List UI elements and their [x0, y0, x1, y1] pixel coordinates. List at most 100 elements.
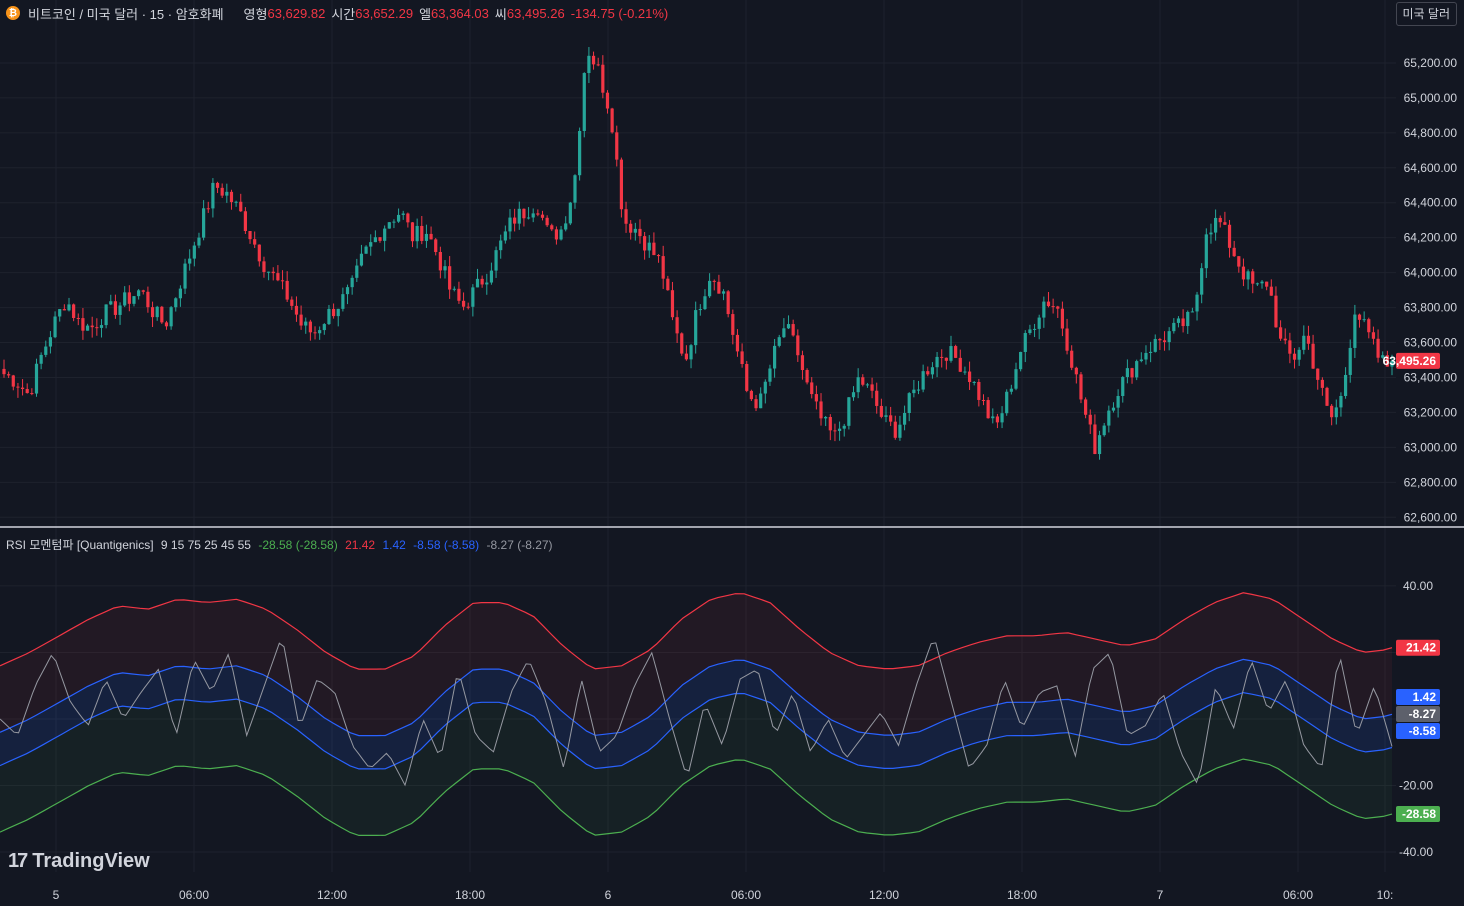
candle-body	[893, 421, 897, 438]
candle-body	[1093, 424, 1097, 455]
tag-mid_lower-bg	[1396, 723, 1440, 739]
indicator-tick-label: -40.00	[1399, 845, 1433, 859]
price-tick-label: 62,800.00	[1404, 475, 1458, 489]
candle-body	[1255, 283, 1259, 285]
candle-body	[1102, 425, 1106, 436]
open-label: 영형	[243, 6, 268, 22]
candle-body	[424, 233, 429, 241]
candle-body	[345, 287, 350, 295]
candle-body	[1334, 407, 1338, 418]
candle-body	[90, 325, 94, 328]
candle-body	[494, 250, 498, 271]
candle-body	[1139, 359, 1143, 362]
candle-body	[215, 182, 220, 188]
candle-body	[1158, 338, 1162, 341]
time-tick-label: 06:00	[179, 888, 209, 902]
grid	[0, 0, 1396, 872]
candle-body	[253, 239, 257, 245]
candle-body	[113, 301, 118, 315]
currency-button[interactable]: 미국 달러	[1395, 2, 1457, 26]
candle-body	[322, 324, 326, 331]
candle-body	[62, 309, 66, 311]
candle-body	[81, 318, 85, 331]
candle-body	[661, 256, 665, 279]
tag-mid_upper-bg	[1396, 689, 1440, 705]
price-candles	[2, 47, 1394, 460]
candle-body	[861, 377, 865, 385]
price-axis[interactable]: 62,600.00 62,800.00 63,000.00 63,200.00 63,4…	[1404, 56, 1458, 524]
indicator-tick-label: -20.00	[1399, 779, 1433, 793]
close-value: 63,495.26	[506, 5, 565, 21]
candle-body	[406, 213, 410, 223]
candle-body	[1000, 413, 1004, 423]
candle-body	[202, 208, 206, 238]
candle-body	[1130, 368, 1134, 378]
candle-body	[1371, 332, 1376, 339]
indicator-value-green: -28.58 (-28.58)	[258, 538, 338, 552]
time-tick-label: 18:00	[1007, 888, 1037, 902]
candle-body	[578, 130, 582, 176]
indicator-name[interactable]: RSI 모멘텀파 [Quantigenics]	[6, 538, 154, 552]
candle-body	[1009, 388, 1013, 392]
tradingview-logo[interactable]: 17 TradingView	[8, 850, 150, 873]
candle-body	[930, 367, 935, 375]
candle-body	[1121, 377, 1125, 397]
candle-body	[981, 399, 986, 401]
candle-body	[805, 370, 809, 383]
candle-body	[1116, 396, 1120, 408]
candle-body	[615, 132, 619, 160]
candle-body	[471, 287, 475, 307]
price-tick-label: 64,200.00	[1404, 231, 1458, 245]
candle-body	[480, 278, 484, 285]
candle-body	[819, 401, 823, 419]
candle-body	[721, 291, 726, 294]
candle-body	[1213, 217, 1218, 233]
candle-body	[517, 208, 521, 224]
candle-body	[536, 213, 540, 215]
candle-body	[828, 417, 832, 431]
candle-body	[800, 355, 805, 371]
candle-body	[452, 288, 456, 290]
candle-body	[438, 251, 442, 271]
candle-body	[503, 231, 507, 241]
candle-body	[591, 55, 596, 65]
candle-body	[378, 237, 382, 241]
candle-body	[568, 202, 572, 224]
candle-body	[434, 239, 438, 252]
candle-body	[248, 231, 252, 240]
brand-name: TradingView	[32, 850, 150, 872]
candle-body	[958, 357, 962, 372]
candle-body	[1200, 268, 1204, 295]
candle-body	[192, 245, 196, 259]
last-price-tag-bg	[1396, 352, 1440, 369]
candle-body	[703, 296, 707, 310]
candle-body	[1074, 367, 1078, 375]
candle-body	[726, 291, 730, 315]
candle-body	[531, 213, 535, 218]
time-axis[interactable]: 5 06:00 12:00 18:00 6 06:00 12:00 18:00 7 06:00 10…	[53, 888, 1394, 902]
candle-body	[7, 374, 11, 376]
candle-body	[926, 371, 930, 375]
price-tick-label: 64,600.00	[1404, 161, 1458, 175]
candle-body	[359, 253, 364, 266]
indicator-value-blue1: 1.42	[382, 538, 406, 552]
indicator-header[interactable]: RSI 모멘텀파 [Quantigenics] 9 15 75 25 45 55…	[6, 536, 557, 553]
candle-body	[34, 363, 39, 394]
candle-body	[1176, 318, 1181, 323]
candle-body	[522, 208, 526, 219]
tag-lower: -28.58	[1402, 807, 1436, 821]
candle-body	[220, 187, 224, 196]
candle-body	[350, 277, 354, 288]
candle-body	[647, 242, 651, 251]
candle-body	[118, 305, 122, 315]
candle-body	[137, 290, 141, 297]
candle-body	[16, 386, 20, 388]
candle-body	[183, 263, 187, 289]
candle-body	[940, 356, 944, 358]
candle-body	[127, 292, 131, 304]
symbol-title[interactable]: 비트코인 / 미국 달러 · 15 · 암호화폐	[28, 6, 224, 22]
indicator-axis[interactable]: -40.00 -20.00 40.00	[1399, 579, 1433, 859]
candle-body	[902, 412, 907, 425]
candle-body	[1088, 414, 1092, 425]
